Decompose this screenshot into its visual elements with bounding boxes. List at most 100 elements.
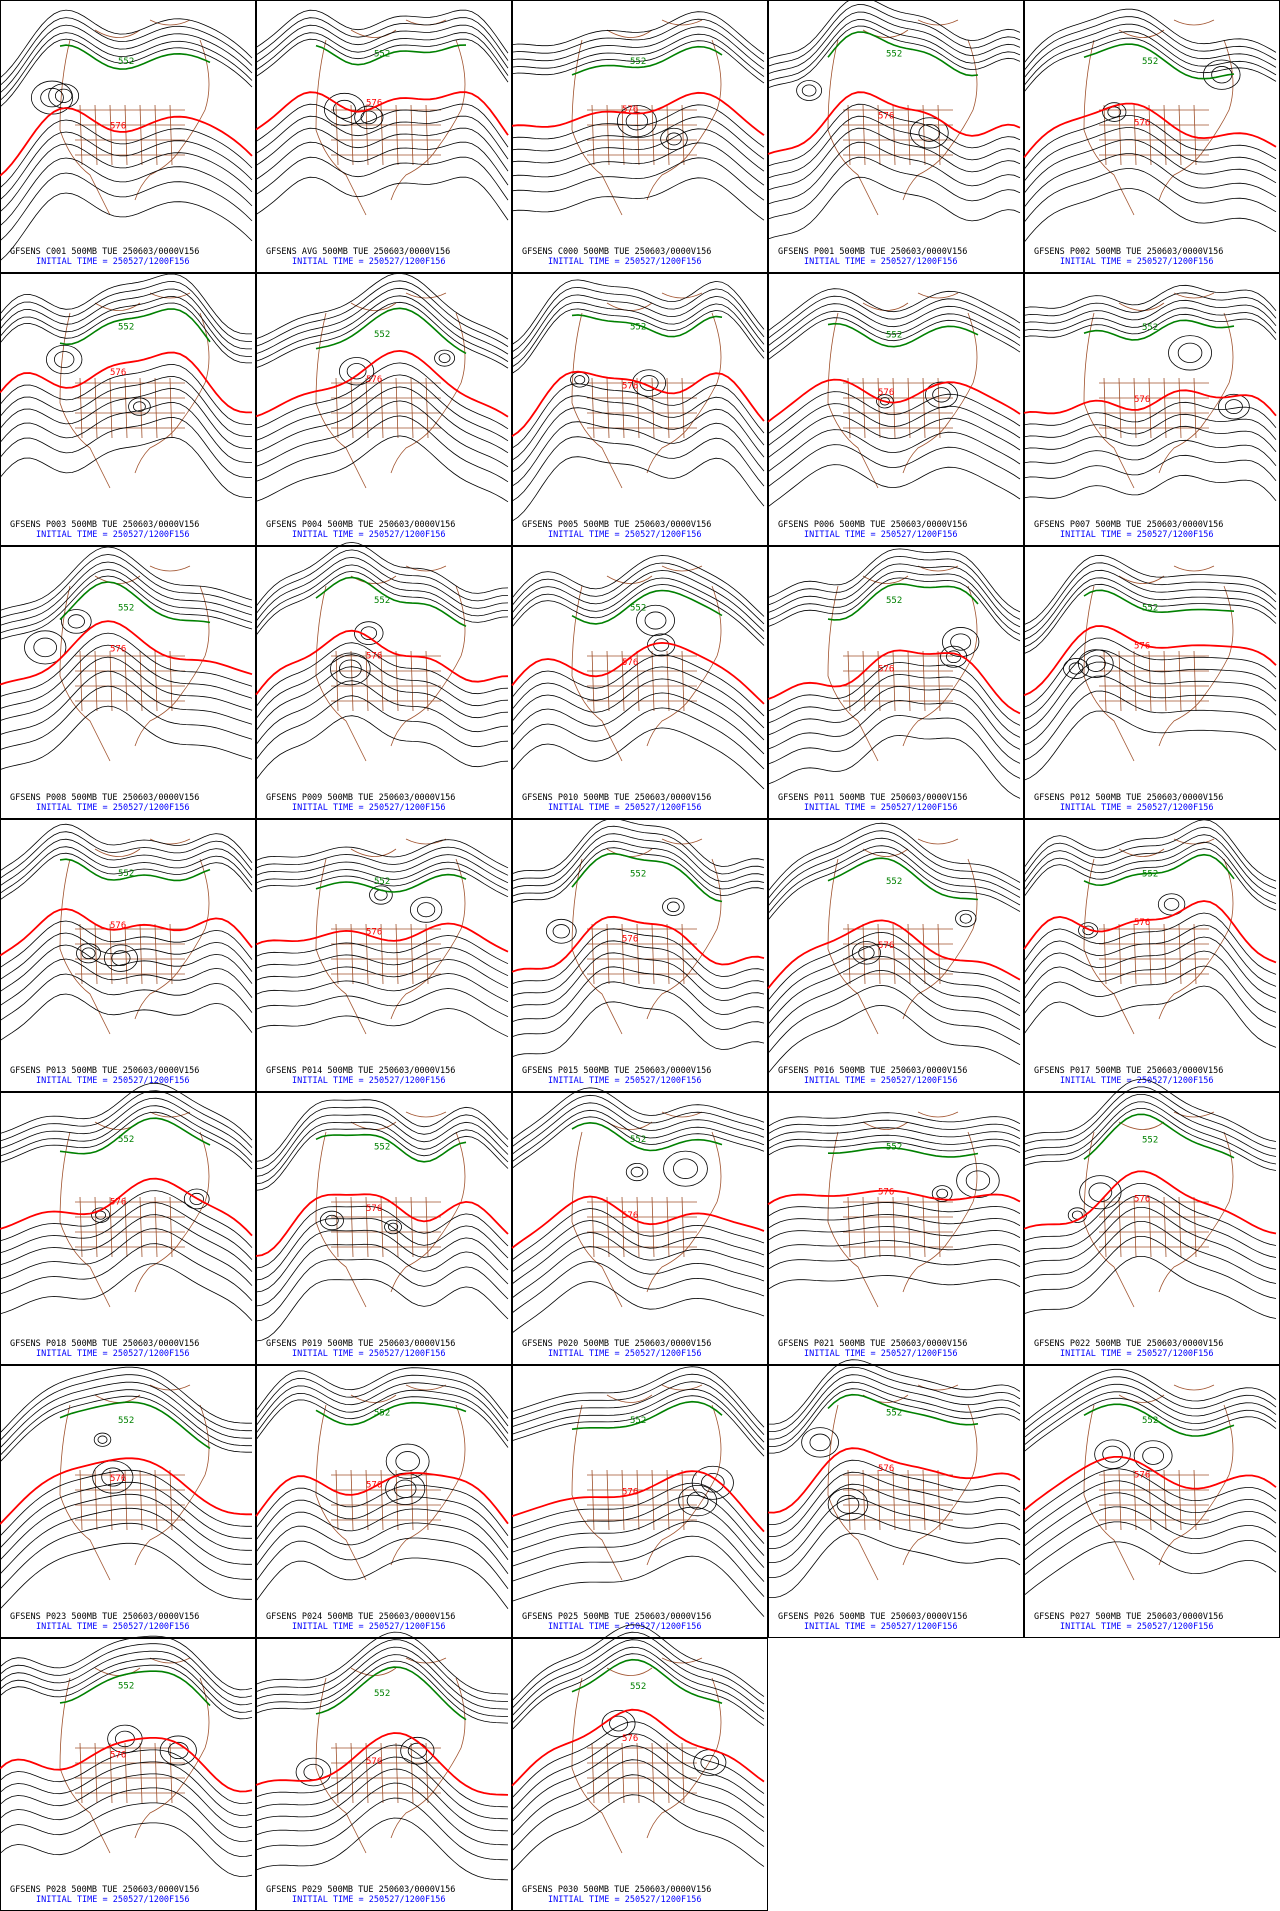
contour-label: 552 [1142,323,1158,333]
closed-low [33,637,57,658]
closed-low [1085,655,1106,672]
map-panel: 552 576 GFSENS P021 500MB TUE 250603/0000V… [767,1092,1024,1365]
contour-552 [59,1670,211,1707]
contour-line [511,157,765,201]
contour-552 [828,1146,979,1158]
contour-line [767,822,1021,892]
contour-line [511,1281,765,1334]
contour-line [0,1263,253,1321]
contour-line [1023,1221,1277,1284]
contour-line [767,1483,1021,1550]
contour-line [0,569,253,634]
contour-line [255,1654,509,1717]
coastline [827,1111,978,1308]
closed-low [159,1735,197,1766]
contour-line [1023,675,1277,746]
panel-init-time: INITIAL TIME = 250527/1200F156 [36,1895,190,1905]
contour-552 [571,1400,723,1430]
contour-line [767,969,1021,1039]
contour-line [0,575,253,640]
contour-576 [767,378,1021,423]
contour-line [1023,1207,1277,1270]
panel-init-time: INITIAL TIME = 250527/1200F156 [1060,530,1214,540]
contour-552 [59,1401,211,1450]
closed-low [103,944,138,972]
contour-line [1023,127,1277,182]
contour-label: 576 [110,368,126,378]
contour-line [511,1721,765,1799]
basemap [1083,292,1234,489]
panel-frame [0,273,256,546]
contour-line [511,11,765,55]
panel-frame [768,1365,1024,1638]
closed-low [395,1451,420,1472]
map-panel: 552 576 GFSENS P001 500MB TUE 250603/0000V… [767,0,1024,273]
panel-frame [256,546,512,819]
contour-line [511,825,765,882]
contour-label: 552 [1142,1416,1158,1426]
contour-line [1023,834,1277,897]
contour-line [767,943,1021,1013]
contour-line [767,1459,1021,1526]
contour-line [1023,8,1277,64]
contour-line [511,654,765,717]
height-contours [511,279,765,522]
contour-line [511,301,765,368]
contour-line [0,24,253,94]
map-panel: 552 576 GFSENS C001 500MB TUE 250603/0000V… [0,0,256,273]
contour-line [255,1374,509,1427]
contour-line [767,141,1021,205]
contour-576 [1023,389,1277,417]
contour-line [1023,1236,1277,1299]
map-panel: 552 576 GFSENS P025 500MB TUE 250603/0000V… [511,1365,768,1638]
contour-line [511,421,765,487]
contour-line [255,654,509,719]
contour-line [511,1631,765,1709]
coastline [827,838,978,1035]
map-panel: 552 576 GFSENS P015 500MB TUE 250603/0000V… [511,818,768,1092]
contour-576 [511,91,765,136]
contour-line [511,142,765,186]
closed-low [691,1465,734,1500]
contour-line [255,1522,509,1574]
contour-line [0,1481,252,1549]
panel-frame [256,1365,512,1638]
contour-line [767,734,1021,799]
contour-line [767,1255,1021,1270]
panel-init-time: INITIAL TIME = 250527/1200F156 [36,1076,190,1086]
closed-low [325,1214,339,1227]
contour-line [511,940,765,997]
contour-line [767,303,1021,347]
contour-label: 552 [886,877,902,887]
contour-label: 576 [110,1474,126,1484]
contour-line [255,374,509,442]
closed-low [858,946,875,960]
contour-line [0,685,253,750]
coastline [827,1384,978,1581]
closed-low [932,387,951,403]
panel-frame [256,1638,512,1911]
contour-label: 552 [630,604,646,614]
contour-line [1023,841,1277,904]
contour-line [767,984,1021,1054]
panel-init-time: INITIAL TIME = 250527/1200F156 [36,257,190,267]
contour-576 [255,1472,509,1525]
contour-line [511,26,765,70]
contour-552 [1083,853,1235,887]
contour-label: 576 [622,1734,638,1744]
contour-line [0,1190,253,1248]
contour-line [0,302,252,364]
panel-frame [0,819,256,1092]
coastline [571,1111,722,1308]
contour-line [511,707,765,770]
contour-line [0,1243,253,1301]
contour-line [767,403,1021,447]
closed-low [625,1163,649,1182]
contour-576 [767,1189,1021,1206]
contour-line [511,952,765,1009]
contour-line [255,1537,509,1589]
closed-low [909,117,949,149]
contour-line [511,1639,765,1717]
contour-line [255,666,509,731]
